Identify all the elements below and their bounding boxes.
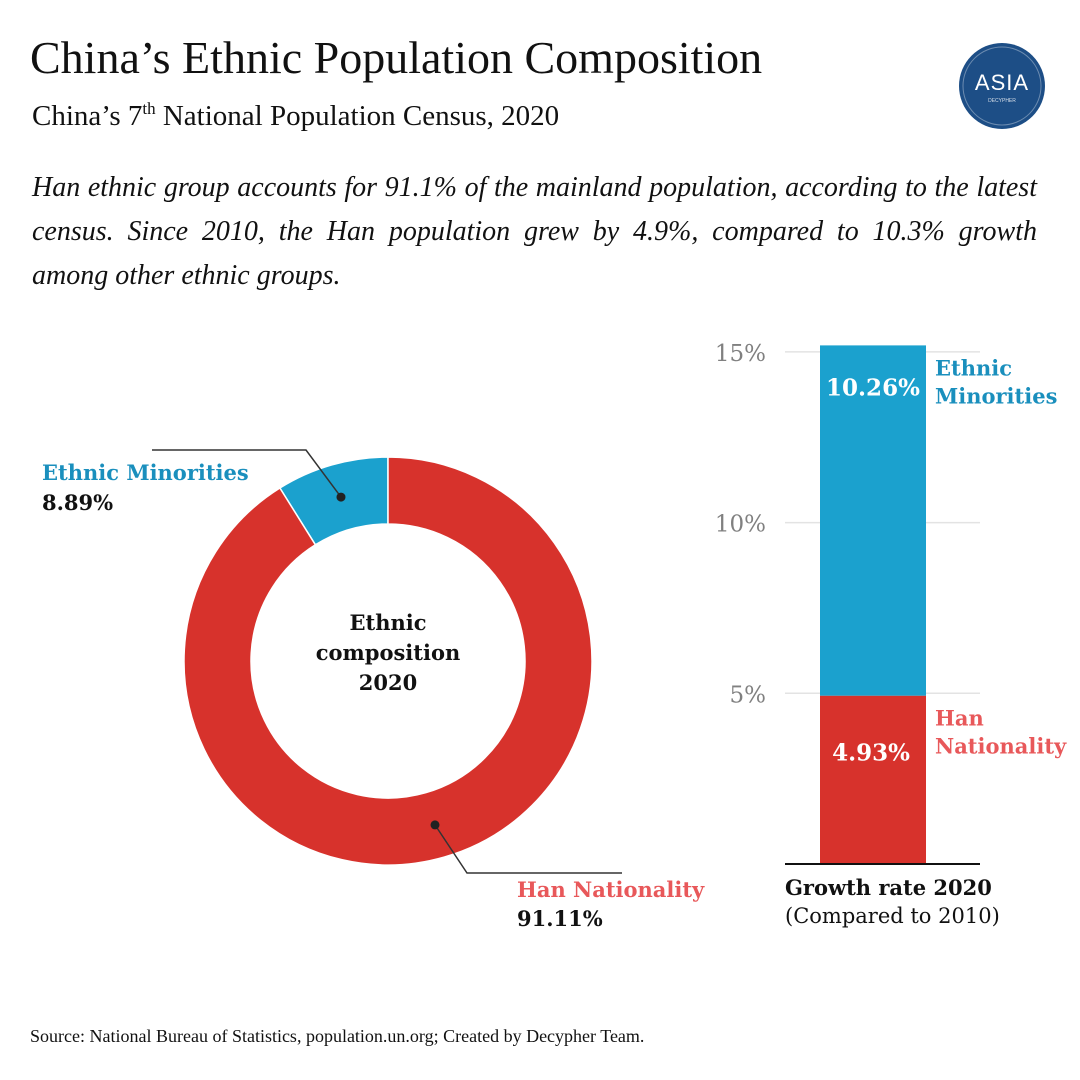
bar-series-label-minorities: Minorities [935,383,1057,408]
y-tick-label: 10% [715,512,766,538]
leader-line-minorities [152,449,342,498]
pie-slice-han [183,456,593,866]
subtitle-suffix: National Population Census, 2020 [155,100,560,132]
bar-value-label: 10.26% [826,374,920,401]
logo-ring [962,46,1042,126]
subtitle-prefix: China’s 7 [32,100,143,132]
page-title: China’s Ethnic Population Composition [30,32,763,83]
pie-label-minorities-name: Ethnic Minorities [42,460,249,485]
bar-value-label: 4.93% [832,740,910,767]
marker-han [430,820,440,830]
pie-center-label-line: 2020 [359,670,417,695]
pie-label-han-name: Han Nationality [517,877,705,902]
pie-label-han-value: 91.11% [517,906,603,931]
bar-chart-title: Growth rate 2020 [785,875,992,900]
logo-subtext: DECYPHER [988,98,1016,104]
bar-chart-subtitle: (Compared to 2010) [785,904,1000,928]
asia-logo-icon: ASIA DECYPHER [959,43,1045,129]
bar-series-label-han: Nationality [935,734,1067,759]
description-paragraph: Han ethnic group accounts for 91.1% of t… [32,172,1037,291]
y-tick-label: 5% [730,682,767,708]
bar-series-label-minorities: Ethnic [935,355,1012,380]
logo-text: ASIA [975,70,1029,95]
source-note: Source: National Bureau of Statistics, p… [30,1026,645,1046]
pie-center-label-line: Ethnic [349,610,426,635]
marker-minorities [336,492,346,502]
subtitle-superscript: th [142,99,156,118]
pie-center-label-line: composition [316,640,460,665]
bar-segment-minorities [820,345,926,696]
pie-label-minorities-value: 8.89% [42,490,113,515]
leader-line-han [434,824,622,874]
bar-segment-han [820,695,926,864]
logo-circle [959,43,1045,129]
bar-series-label-han: Han [935,706,984,731]
page-subtitle: China’s 7th National Population Census, … [32,98,559,134]
y-tick-label: 15% [715,341,766,367]
